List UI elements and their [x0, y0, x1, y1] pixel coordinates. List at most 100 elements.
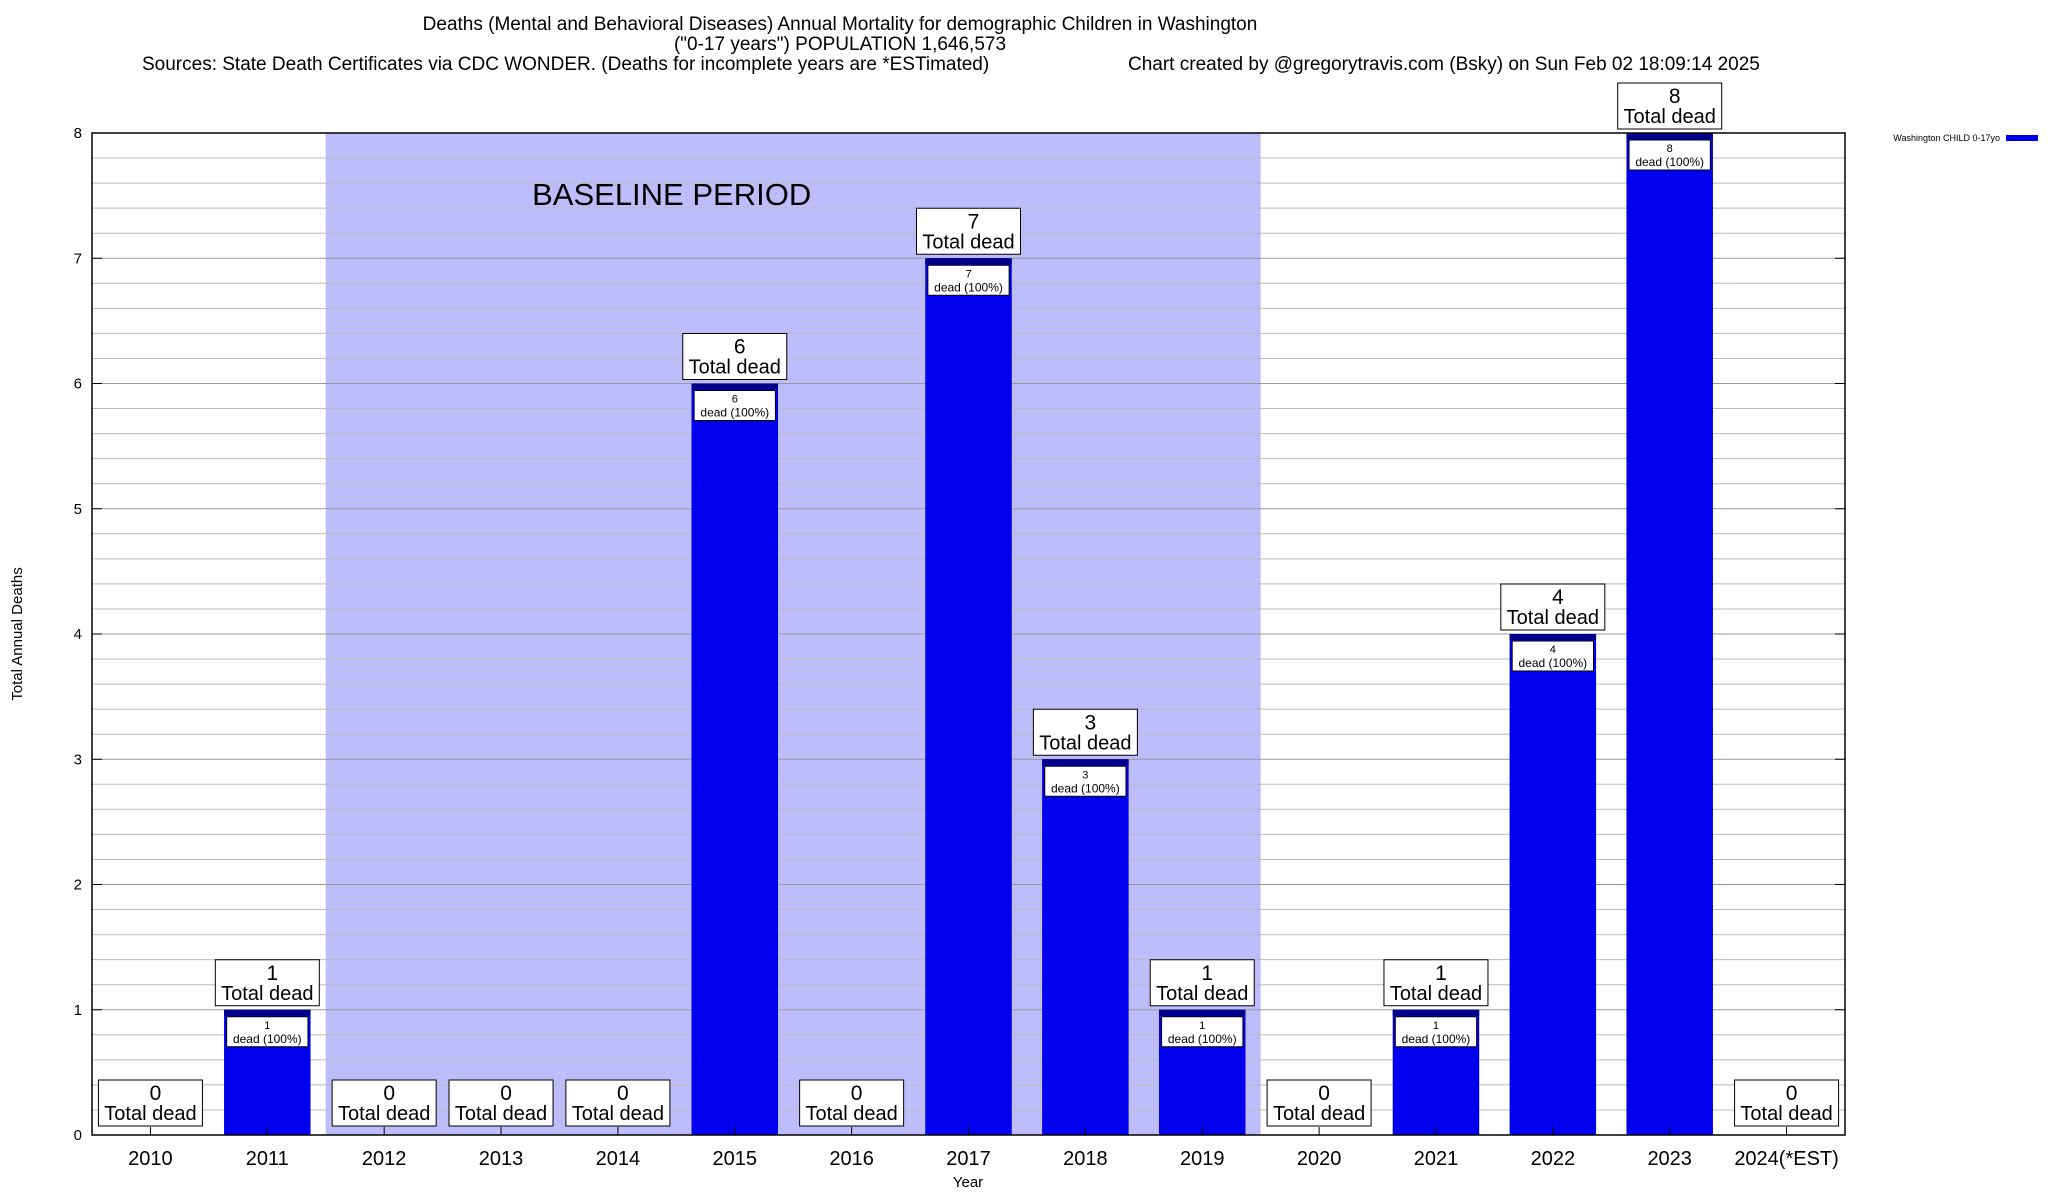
total-dead-label: Total dead [221, 983, 313, 1005]
bar-inner-value: 4 [1550, 644, 1556, 656]
bar-inner-label-box [1044, 765, 1127, 797]
total-value-label: 4 [1552, 586, 1564, 609]
total-dead-label: Total dead [805, 1103, 897, 1125]
total-label-box [1383, 959, 1489, 1007]
bar-inner-label: dead (100%) [700, 406, 769, 420]
bar-inner-value: 7 [965, 268, 971, 280]
y-tick-label: 3 [74, 751, 82, 768]
bar-inner-label: dead (100%) [934, 280, 1003, 294]
total-label-box [1266, 1079, 1372, 1127]
total-label-box [565, 1079, 671, 1127]
chart-subtitle: ("0-17 years") POPULATION 1,646,573 [673, 34, 1007, 55]
x-tick-label: 2010 [128, 1148, 173, 1170]
bar-cap-2011 [224, 1009, 311, 1016]
x-tick-label: 2015 [713, 1148, 758, 1170]
total-value-label: 0 [150, 1082, 162, 1105]
bar-inner-label-box [693, 390, 776, 421]
total-label-box [331, 1079, 437, 1127]
y-tick-label: 4 [74, 626, 82, 643]
total-label-box [1617, 82, 1723, 130]
y-axis-label: Total Annual Deaths [9, 567, 26, 700]
bar-cap-2018 [1042, 759, 1129, 766]
bar-2015 [691, 383, 779, 1135]
total-value-label: 1 [1435, 962, 1447, 985]
legend-label: Washington CHILD 0-17yo [1893, 133, 2000, 143]
total-dead-label: Total dead [1740, 1103, 1832, 1125]
total-dead-label: Total dead [1624, 106, 1716, 128]
y-tick-label: 8 [74, 125, 82, 142]
total-label-box [682, 333, 788, 380]
total-label-box [214, 959, 320, 1007]
x-tick-label: 2021 [1414, 1148, 1459, 1170]
total-label-box [1734, 1079, 1840, 1127]
y-tick-label: 7 [74, 250, 82, 267]
total-value-label: 0 [500, 1082, 512, 1105]
total-value-label: 0 [1786, 1082, 1798, 1105]
x-tick-label: 2016 [829, 1148, 874, 1170]
baseline-region-label: BASELINE PERIOD [532, 177, 811, 212]
total-value-label: 1 [266, 962, 278, 985]
bar-inner-value: 1 [1433, 1020, 1439, 1032]
total-dead-label: Total dead [1039, 732, 1131, 754]
legend: Washington CHILD 0-17yo [1893, 133, 2038, 143]
bar-inner-label-box [1628, 139, 1711, 171]
bar-inner-label-box [927, 264, 1010, 296]
total-dead-label: Total dead [455, 1103, 547, 1125]
total-dead-label: Total dead [1390, 983, 1482, 1005]
total-label-box [448, 1079, 554, 1127]
total-dead-label: Total dead [922, 231, 1014, 253]
bar-inner-label: dead (100%) [1635, 155, 1704, 169]
bar-2023 [1626, 133, 1713, 1135]
axes-layer: 0 1 2 3 4 5 6 7 8 2010 2011 2012 2013 2014 2015 2016 201… [9, 125, 1846, 1191]
y-tick-label: 1 [74, 1002, 82, 1019]
bar-inner-value: 3 [1082, 769, 1088, 781]
bar-inner-label: dead (100%) [1051, 781, 1120, 795]
bar-inner-label-box [226, 1016, 309, 1048]
total-label-box [1032, 708, 1138, 756]
total-dead-label: Total dead [572, 1103, 664, 1125]
x-tick-label: 2019 [1180, 1148, 1225, 1170]
x-axis-label: Year [953, 1174, 983, 1191]
total-label-box [799, 1079, 905, 1127]
bar-cap-2019 [1158, 1009, 1246, 1016]
bar-inner-label-box [1161, 1016, 1244, 1048]
chart-title: Deaths (Mental and Behavioral Diseases) … [422, 14, 1258, 35]
y-tick-label: 2 [74, 877, 82, 894]
chart-credit-note: Chart created by @gregorytravis.com (Bsk… [1128, 54, 1760, 75]
x-tick-label: 2020 [1297, 1148, 1342, 1170]
total-label-box [97, 1079, 203, 1127]
x-tick-label: 2013 [479, 1148, 524, 1170]
total-dead-label: Total dead [1156, 983, 1248, 1005]
y-tick-label: 6 [74, 376, 82, 393]
bar-inner-value: 1 [1199, 1020, 1205, 1032]
bar-inner-label: dead (100%) [233, 1032, 302, 1046]
bar-inner-label: dead (100%) [1518, 656, 1587, 670]
x-tick-label: 2011 [246, 1148, 289, 1170]
bar-inner-label: dead (100%) [1402, 1032, 1471, 1046]
total-label-box [1149, 959, 1255, 1007]
y-tick-label: 0 [74, 1127, 82, 1144]
bar-cap-2022 [1509, 634, 1597, 640]
total-value-label: 8 [1669, 85, 1681, 108]
bar-cap-2015 [691, 383, 779, 390]
total-dead-label: Total dead [1273, 1103, 1365, 1125]
total-value-label: 6 [734, 336, 746, 359]
total-dead-label: Total dead [1507, 607, 1599, 629]
total-value-label: 7 [968, 210, 980, 233]
x-tick-label: 2012 [362, 1148, 407, 1170]
total-value-label: 3 [1085, 711, 1097, 734]
total-dead-label: Total dead [104, 1103, 196, 1125]
total-value-label: 0 [617, 1082, 629, 1105]
total-label-box [916, 207, 1021, 255]
bar-cap-2021 [1392, 1009, 1480, 1016]
bar-inner-label: dead (100%) [1168, 1032, 1237, 1046]
bar-inner-value: 1 [264, 1020, 270, 1032]
total-label-box [1500, 583, 1606, 631]
bar-inner-value: 8 [1667, 143, 1673, 155]
bar-2017 [925, 258, 1012, 1135]
bar-2022 [1509, 634, 1597, 1135]
bar-inner-label-box [1394, 1016, 1478, 1048]
